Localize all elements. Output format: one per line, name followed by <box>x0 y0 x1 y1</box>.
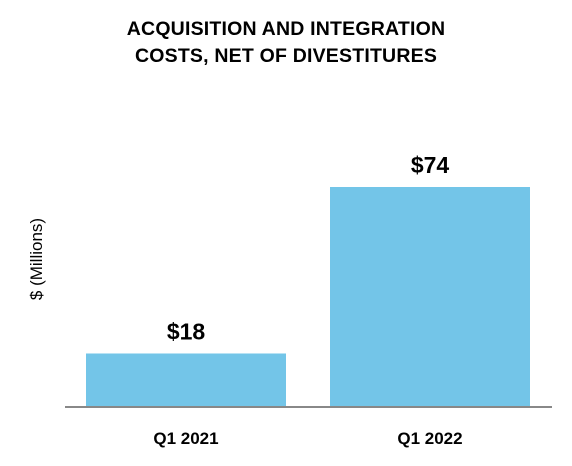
bar-value-label-q1-2021: $18 <box>167 318 206 344</box>
chart-title-line-1: ACQUISITION AND INTEGRATION <box>126 18 446 40</box>
x-tick-label-q1-2021: Q1 2021 <box>153 429 218 448</box>
chart-title-line-2: COSTS, NET OF DIVESTITURES <box>134 45 438 67</box>
bar-q1-2022 <box>330 187 530 407</box>
x-tick-label-q1-2022: Q1 2022 <box>397 429 462 448</box>
chart-title: ACQUISITION AND INTEGRATION COSTS, NET O… <box>0 16 572 70</box>
bar-value-label-q1-2022: $74 <box>411 152 450 178</box>
bar-q1-2021 <box>86 353 286 407</box>
